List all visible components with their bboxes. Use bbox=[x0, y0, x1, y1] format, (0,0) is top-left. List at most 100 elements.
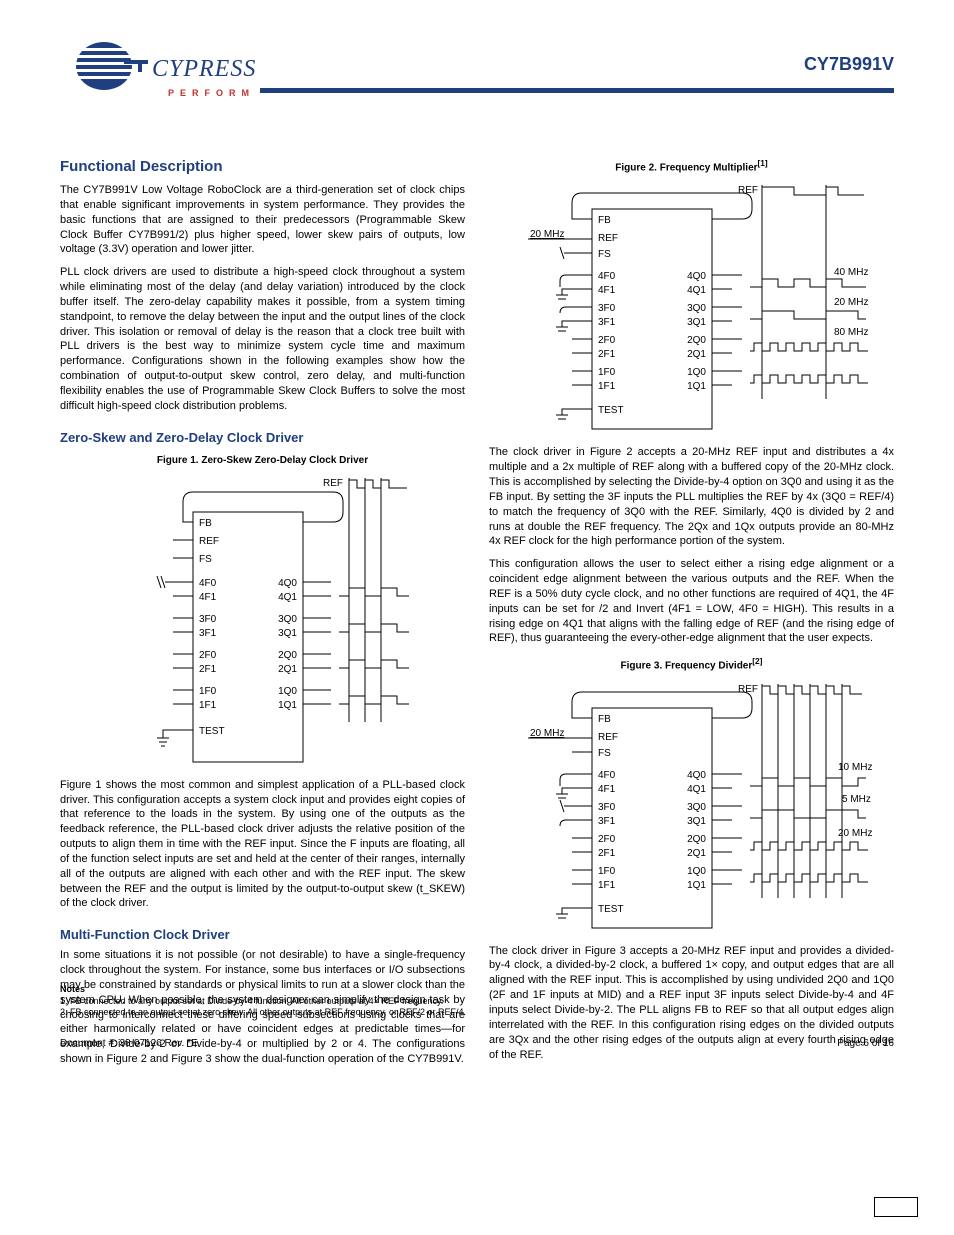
svg-text:4Q0: 4Q0 bbox=[687, 271, 706, 282]
svg-text:10 MHz: 10 MHz bbox=[838, 762, 872, 773]
svg-text:3F0: 3F0 bbox=[598, 303, 616, 314]
header-rule bbox=[260, 88, 894, 93]
svg-text:FS: FS bbox=[199, 554, 212, 565]
svg-text:2Q1: 2Q1 bbox=[278, 664, 297, 675]
svg-text:5 MHz: 5 MHz bbox=[842, 794, 871, 805]
svg-text:FB: FB bbox=[199, 518, 212, 529]
logo-text: CYPRESS bbox=[152, 56, 256, 83]
svg-text:1Q1: 1Q1 bbox=[687, 880, 706, 891]
svg-text:FB: FB bbox=[598, 215, 611, 226]
svg-text:3F1: 3F1 bbox=[199, 628, 217, 639]
figure-1-diagram: REF FB REF FS 4F0 4F1 3F0 3F bbox=[113, 472, 413, 772]
svg-text:4F0: 4F0 bbox=[199, 578, 217, 589]
svg-text:3Q0: 3Q0 bbox=[278, 614, 297, 625]
notes-header: Notes bbox=[60, 984, 894, 996]
svg-text:1F1: 1F1 bbox=[598, 381, 616, 392]
page-footer: Document #: 38-07126 Rev. *E Page 6 of 1… bbox=[60, 1038, 894, 1049]
svg-text:3Q1: 3Q1 bbox=[278, 628, 297, 639]
svg-text:1Q1: 1Q1 bbox=[278, 700, 297, 711]
svg-text:20 MHz: 20 MHz bbox=[838, 828, 872, 839]
svg-text:3Q0: 3Q0 bbox=[687, 802, 706, 813]
figure-2-diagram: REF 20 MHz FBREFFS 4F04F1 3F03F1 2F02F1 … bbox=[512, 179, 872, 439]
svg-text:2F0: 2F0 bbox=[598, 335, 616, 346]
page-header: CYPRESS PERFORM CY7B991V bbox=[60, 44, 894, 134]
logo-subtext: PERFORM bbox=[168, 88, 255, 98]
svg-text:FB: FB bbox=[598, 714, 611, 725]
svg-text:2Q0: 2Q0 bbox=[278, 650, 297, 661]
section-title-functional: Functional Description bbox=[60, 158, 465, 175]
svg-text:3F0: 3F0 bbox=[199, 614, 217, 625]
svg-text:20 MHz: 20 MHz bbox=[530, 229, 564, 240]
svg-text:TEST: TEST bbox=[598, 904, 624, 915]
svg-text:2Q1: 2Q1 bbox=[687, 848, 706, 859]
paragraph: This configuration allows the user to se… bbox=[489, 557, 894, 646]
svg-text:REF: REF bbox=[323, 478, 343, 489]
part-number: CY7B991V bbox=[804, 54, 894, 75]
right-column: Figure 2. Frequency Multiplier[1] REF 20… bbox=[489, 158, 894, 1075]
svg-text:REF: REF bbox=[598, 732, 618, 743]
svg-text:1F0: 1F0 bbox=[598, 367, 616, 378]
svg-text:1Q0: 1Q0 bbox=[687, 367, 706, 378]
svg-text:2Q1: 2Q1 bbox=[687, 349, 706, 360]
section-title-zero: Zero-Skew and Zero-Delay Clock Driver bbox=[60, 430, 465, 445]
svg-text:REF: REF bbox=[598, 233, 618, 244]
svg-text:2Q0: 2Q0 bbox=[687, 834, 706, 845]
svg-text:4Q1: 4Q1 bbox=[687, 784, 706, 795]
svg-text:40 MHz: 40 MHz bbox=[834, 267, 868, 278]
figure-1: REF FB REF FS 4F0 4F1 3F0 3F bbox=[60, 472, 465, 772]
svg-text:1F1: 1F1 bbox=[199, 700, 217, 711]
svg-text:4Q1: 4Q1 bbox=[278, 592, 297, 603]
svg-text:2F1: 2F1 bbox=[199, 664, 217, 675]
svg-text:3Q1: 3Q1 bbox=[687, 317, 706, 328]
svg-text:2Q0: 2Q0 bbox=[687, 335, 706, 346]
svg-text:4F0: 4F0 bbox=[598, 271, 616, 282]
svg-text:3F1: 3F1 bbox=[598, 317, 616, 328]
content-columns: Functional Description The CY7B991V Low … bbox=[60, 158, 894, 1075]
figure-3: REF 20 MHz FBREFFS 4F04F1 3F03F1 2F02F1 … bbox=[489, 678, 894, 938]
left-column: Functional Description The CY7B991V Low … bbox=[60, 158, 465, 1075]
svg-text:4Q0: 4Q0 bbox=[687, 770, 706, 781]
svg-text:4Q0: 4Q0 bbox=[278, 578, 297, 589]
figure-2-label: Figure 2. Frequency Multiplier[1] bbox=[489, 158, 894, 173]
notes: Notes 1. FB connected to any output set … bbox=[60, 984, 894, 1019]
svg-text:1Q1: 1Q1 bbox=[687, 381, 706, 392]
svg-text:TEST: TEST bbox=[598, 405, 624, 416]
section-title-multi: Multi-Function Clock Driver bbox=[60, 927, 465, 942]
globe-icon bbox=[74, 38, 150, 94]
svg-text:3F0: 3F0 bbox=[598, 802, 616, 813]
paragraph: The CY7B991V Low Voltage RoboClock are a… bbox=[60, 183, 465, 257]
svg-text:80 MHz: 80 MHz bbox=[834, 327, 868, 338]
svg-text:3F1: 3F1 bbox=[598, 816, 616, 827]
svg-text:2F1: 2F1 bbox=[598, 848, 616, 859]
note-2: 2. FB connected to an output set at zero… bbox=[60, 1007, 894, 1019]
svg-text:3Q0: 3Q0 bbox=[687, 303, 706, 314]
svg-text:20 MHz: 20 MHz bbox=[834, 297, 868, 308]
svg-text:REF: REF bbox=[199, 536, 219, 547]
svg-text:1F1: 1F1 bbox=[598, 880, 616, 891]
page-number: Page 6 of 16 bbox=[837, 1038, 894, 1049]
svg-text:1F0: 1F0 bbox=[199, 686, 217, 697]
svg-text:1Q0: 1Q0 bbox=[278, 686, 297, 697]
svg-text:4F1: 4F1 bbox=[199, 592, 217, 603]
doc-number: Document #: 38-07126 Rev. *E bbox=[60, 1038, 198, 1049]
corner-mark bbox=[874, 1197, 918, 1217]
svg-text:4F1: 4F1 bbox=[598, 784, 616, 795]
svg-text:2F0: 2F0 bbox=[598, 834, 616, 845]
figure-3-diagram: REF 20 MHz FBREFFS 4F04F1 3F03F1 2F02F1 … bbox=[512, 678, 872, 938]
svg-text:1F0: 1F0 bbox=[598, 866, 616, 877]
figure-1-label: Figure 1. Zero-Skew Zero-Delay Clock Dri… bbox=[60, 455, 465, 466]
brand-logo: CYPRESS PERFORM bbox=[74, 38, 150, 97]
figure-3-label: Figure 3. Frequency Divider[2] bbox=[489, 656, 894, 671]
svg-text:4F1: 4F1 bbox=[598, 285, 616, 296]
svg-text:2F0: 2F0 bbox=[199, 650, 217, 661]
svg-text:2F1: 2F1 bbox=[598, 349, 616, 360]
paragraph: Figure 1 shows the most common and simpl… bbox=[60, 778, 465, 912]
paragraph: PLL clock drivers are used to distribute… bbox=[60, 265, 465, 413]
paragraph: The clock driver in Figure 2 accepts a 2… bbox=[489, 445, 894, 549]
svg-text:FS: FS bbox=[598, 748, 611, 759]
svg-text:4Q1: 4Q1 bbox=[687, 285, 706, 296]
figure-2: REF 20 MHz FBREFFS 4F04F1 3F03F1 2F02F1 … bbox=[489, 179, 894, 439]
svg-text:3Q1: 3Q1 bbox=[687, 816, 706, 827]
svg-text:FS: FS bbox=[598, 249, 611, 260]
svg-text:4F0: 4F0 bbox=[598, 770, 616, 781]
